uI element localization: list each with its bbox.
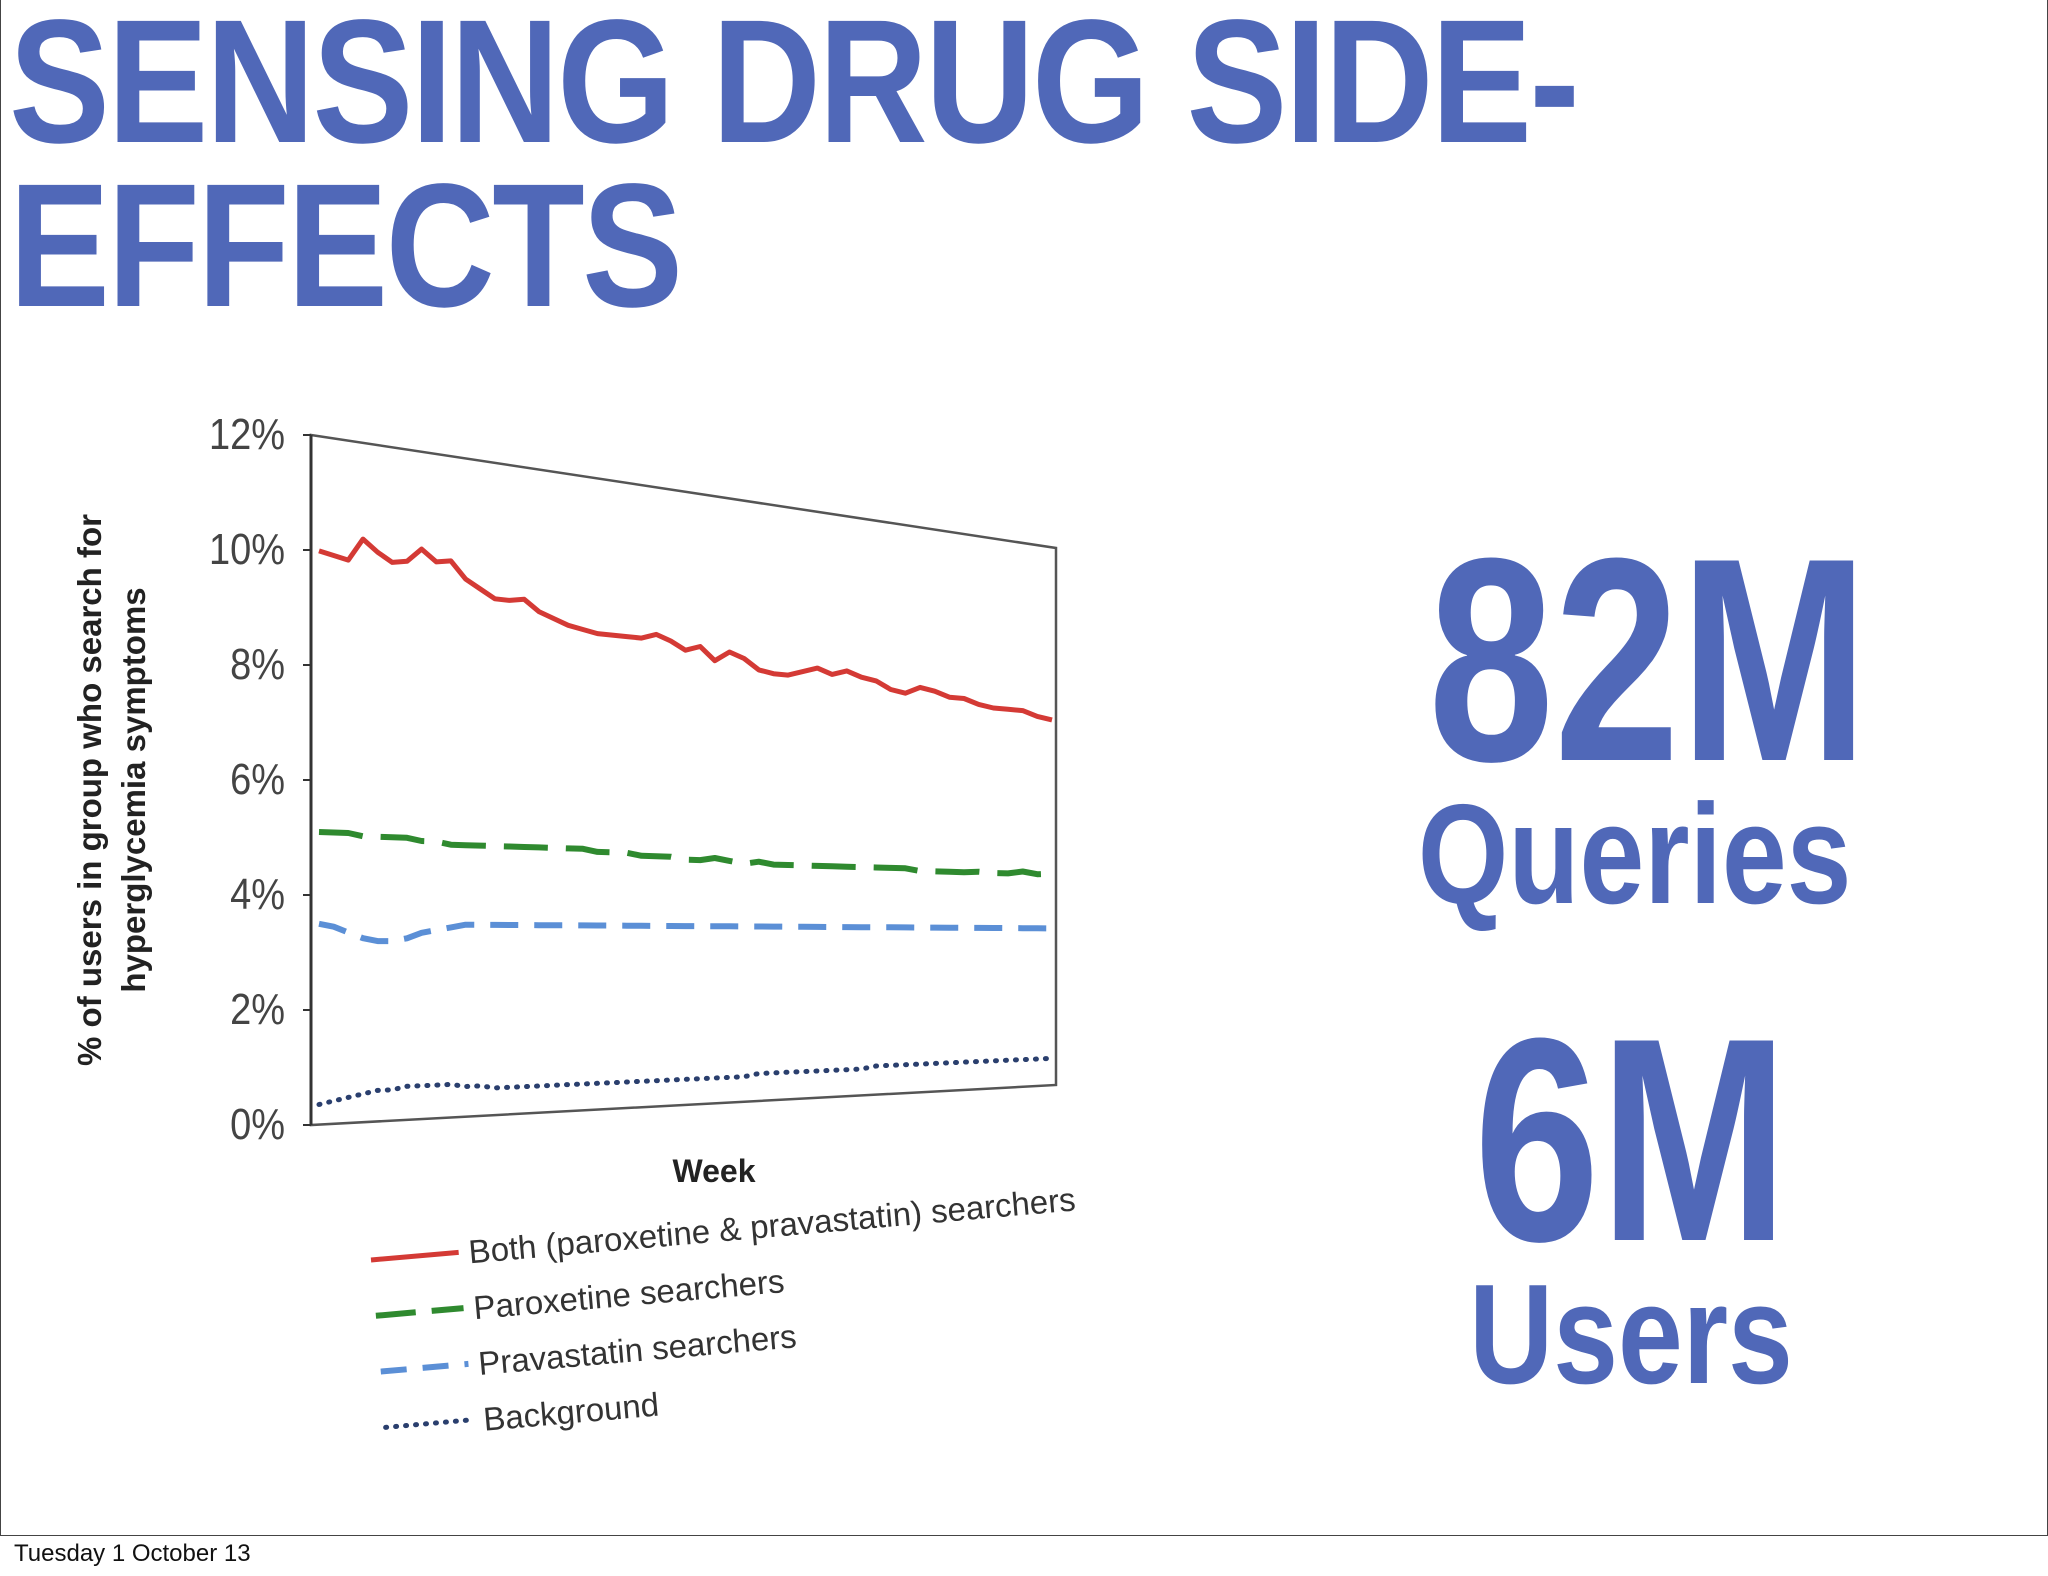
series-pravastatin-line (318, 920, 1053, 945)
legend-item-both: Both (paroxetine & pravastatin) searcher… (370, 1180, 1077, 1270)
y-tick-label: 6% (230, 754, 285, 803)
legend-swatch (383, 1417, 476, 1430)
legend-swatch (370, 1249, 459, 1263)
queries-label: Queries (1417, 775, 1852, 934)
legend-item-pravastatin: Pravastatin searchers (380, 1317, 798, 1382)
series-background-line (316, 1055, 1055, 1107)
y-tick-label: 2% (230, 984, 285, 1033)
legend-label: Both (paroxetine & pravastatin) searcher… (467, 1180, 1077, 1270)
y-tick-label: 10% (209, 524, 285, 573)
plot-frame (309, 433, 1058, 1127)
y-tick-label: 8% (230, 639, 285, 688)
y-axis-label: % of users in group who search for hyperg… (71, 514, 152, 1066)
y-tick-label: 0% (230, 1099, 285, 1148)
users-label: Users (1469, 1255, 1793, 1414)
users-count: 6M (1473, 978, 1789, 1302)
line-chart: 0% 2% 4% 6% 8% 10% 12% % of users in group who … (71, 409, 1077, 1438)
legend-swatch (380, 1360, 469, 1375)
legend-label: Pravastatin searchers (477, 1317, 798, 1382)
legend: Both (paroxetine & pravastatin) searcher… (370, 1180, 1077, 1438)
y-tick-label: 12% (209, 409, 285, 458)
slide: SENSING DRUG SIDE- EFFECTS 0% 2% 4% 6% 8% 10%… (0, 0, 2048, 1536)
legend-label: Paroxetine searchers (472, 1262, 786, 1326)
slide-title: SENSING DRUG SIDE- EFFECTS (9, 0, 1580, 344)
legend-label: Background (482, 1386, 661, 1438)
legend-swatch (375, 1305, 464, 1319)
y-tick-label: 4% (230, 869, 285, 918)
slide-footer-date: Tuesday 1 October 13 (14, 1540, 251, 1567)
queries-count: 82M (1428, 498, 1869, 822)
legend-item-background: Background (383, 1386, 661, 1438)
series-paroxetine-line (318, 829, 1053, 878)
x-axis-label: Week (672, 1153, 755, 1189)
series-both-line (318, 536, 1053, 723)
